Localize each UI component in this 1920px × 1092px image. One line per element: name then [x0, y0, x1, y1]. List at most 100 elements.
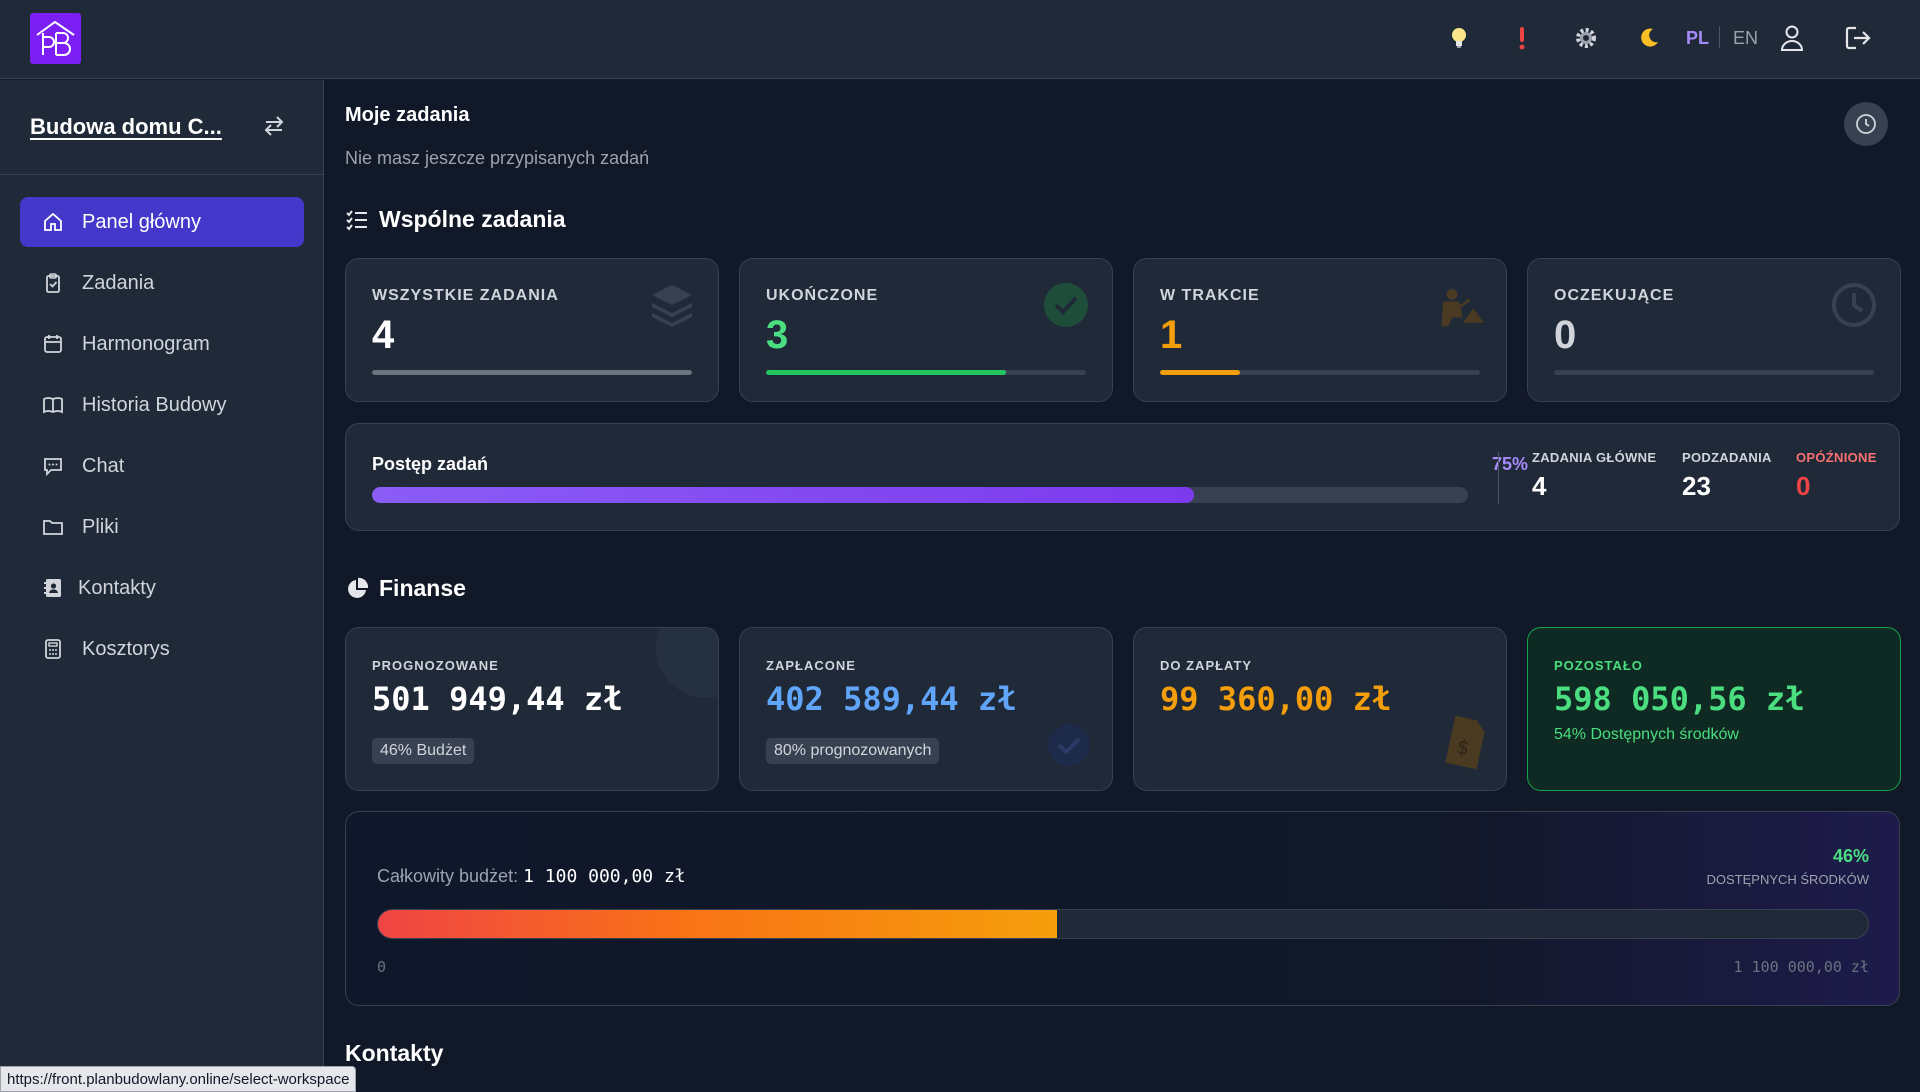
history-button[interactable]: [1844, 102, 1888, 146]
budget-label-text: Całkowity budżet:: [377, 866, 519, 886]
budget-available-label: DOSTĘPNYCH ŚRODKÓW: [1706, 872, 1869, 887]
alert-icon[interactable]: [1506, 22, 1538, 54]
task-progress-label: Postęp zadań: [372, 454, 489, 474]
sidebar-item-label: Historia Budowy: [82, 393, 227, 416]
sidebar-item-kontakty[interactable]: Kontakty: [20, 563, 304, 613]
contacts-title: Kontakty: [345, 1040, 444, 1066]
clock-icon: [1856, 114, 1876, 134]
main-tasks-stat: ZADANIA GŁÓWNE 4: [1532, 450, 1656, 502]
shared-tasks-heading: Wspólne zadania: [345, 206, 566, 233]
workspace-title[interactable]: Budowa domu C...: [30, 114, 222, 139]
sidebar-item-panel-glowny[interactable]: Panel główny: [20, 197, 304, 247]
check-badge-icon: [1046, 722, 1092, 768]
clipboard-check-icon: [42, 272, 64, 294]
stat-label: WSZYSTKIE ZADANIA: [372, 287, 559, 304]
contacts-heading: Kontakty: [345, 1040, 443, 1067]
finance-card-paid[interactable]: ZAPŁACONE 402 589,44 zł 80% prognozowany…: [739, 627, 1113, 791]
task-progress-percent: 75%: [1491, 454, 1528, 474]
delayed-value: 0: [1796, 471, 1811, 501]
lang-en-button[interactable]: EN: [1733, 28, 1759, 48]
contact-book-icon: [42, 577, 64, 599]
switch-workspace-icon[interactable]: [260, 112, 288, 140]
finance-badge: 46% Budżet: [372, 738, 475, 764]
stat-card-pending[interactable]: OCZEKUJĄCE 0: [1527, 258, 1901, 402]
sidebar-item-historia-budowy[interactable]: Historia Budowy: [20, 380, 304, 430]
invoice-dollar-icon: $: [1442, 716, 1486, 770]
finance-label: ZAPŁACONE: [766, 658, 856, 673]
stat-progress-bar: [766, 370, 1086, 375]
sidebar-item-label: Kontakty: [78, 576, 156, 599]
task-progress-card: Postęp zadań 75% ZADANIA GŁÓWNE 4 PODZAD…: [345, 423, 1900, 531]
lang-separator: [1719, 26, 1720, 48]
finance-label: DO ZAPŁATY: [1160, 658, 1253, 673]
finance-heading: Finanse: [345, 575, 466, 602]
lightbulb-icon[interactable]: [1443, 22, 1475, 54]
budget-progress-fill: [378, 910, 1058, 938]
finance-value: 501 949,44 zł: [372, 680, 623, 718]
subtasks-value: 23: [1682, 471, 1711, 501]
delayed-label: OPÓŹNIONE: [1796, 450, 1877, 465]
clock-icon: [1830, 281, 1878, 329]
stat-value: 1: [1160, 313, 1183, 357]
main-tasks-label: ZADANIA GŁÓWNE: [1532, 450, 1657, 465]
finance-title: Finanse: [379, 575, 466, 601]
finance-label: PROGNOZOWANE: [372, 658, 499, 673]
sidebar-item-label: Zadania: [82, 271, 155, 294]
sidebar-item-chat[interactable]: Chat: [20, 441, 304, 491]
subtasks-stat: PODZADANIA 23: [1682, 450, 1772, 502]
gear-icon[interactable]: [1570, 22, 1602, 54]
stat-card-all[interactable]: WSZYSTKIE ZADANIA 4: [345, 258, 719, 402]
logout-icon[interactable]: [1842, 22, 1874, 54]
sidebar-item-pliki[interactable]: Pliki: [20, 502, 304, 552]
stat-card-in-progress[interactable]: W TRAKCIE 1: [1133, 258, 1507, 402]
pie-chart-icon: [345, 577, 369, 601]
budget-max-label: 1 100 000,00 zł: [1733, 958, 1869, 976]
finance-card-to-pay[interactable]: DO ZAPŁATY 99 360,00 zł $: [1133, 627, 1507, 791]
finance-card-remaining[interactable]: POZOSTAŁO 598 050,56 zł 54% Dostępnych ś…: [1527, 627, 1901, 791]
stat-progress-fill: [766, 370, 1006, 375]
sidebar-item-kosztorys[interactable]: Kosztorys: [20, 624, 304, 674]
main-tasks-value: 4: [1532, 471, 1547, 501]
check-circle-icon: [1042, 281, 1090, 329]
task-progress-fill: [372, 487, 1194, 503]
divider: [1498, 452, 1499, 504]
budget-progress-bar: [377, 909, 1869, 939]
total-budget-card: Całkowity budżet: 1 100 000,00 zł 46% DO…: [345, 811, 1900, 1006]
sidebar-item-zadania[interactable]: Zadania: [20, 258, 304, 308]
layers-icon: [648, 281, 696, 329]
pb-house-logo-icon: [36, 20, 75, 56]
stat-label: UKOŃCZONE: [766, 287, 879, 304]
finance-note: 54% Dostępnych środków: [1554, 726, 1739, 743]
app-logo[interactable]: [30, 13, 81, 64]
delayed-stat: OPÓŹNIONE 0: [1796, 450, 1877, 502]
stat-progress-fill: [1160, 370, 1240, 375]
finance-card-forecast[interactable]: PROGNOZOWANE 501 949,44 zł 46% Budżet: [345, 627, 719, 791]
sidebar-item-label: Panel główny: [82, 210, 201, 233]
stat-value: 0: [1554, 313, 1577, 357]
stat-label: W TRAKCIE: [1160, 287, 1260, 304]
top-bar: PL EN: [0, 0, 1920, 79]
stat-progress-bar: [1554, 370, 1874, 375]
stat-card-completed[interactable]: UKOŃCZONE 3: [739, 258, 1113, 402]
worker-icon: [1436, 281, 1484, 329]
sidebar: Budowa domu C... Panel główny Zadania Ha…: [0, 80, 324, 1092]
status-bar-url: https://front.planbudowlany.online/selec…: [0, 1066, 357, 1092]
moon-icon[interactable]: [1633, 22, 1665, 54]
budget-min-label: 0: [377, 958, 387, 976]
stat-progress-bar: [1160, 370, 1480, 375]
lang-pl-button[interactable]: PL: [1686, 28, 1710, 48]
stat-progress-fill: [372, 370, 692, 375]
budget-available-percent: 46%: [1832, 846, 1869, 866]
finance-label: POZOSTAŁO: [1554, 658, 1643, 673]
sidebar-nav: Panel główny Zadania Harmonogram Histori…: [20, 197, 304, 685]
sidebar-item-label: Kosztorys: [82, 637, 170, 660]
sidebar-item-label: Harmonogram: [82, 332, 210, 355]
folder-icon: [42, 516, 64, 538]
budget-total: 1 100 000,00 zł: [523, 866, 686, 887]
shared-tasks-title: Wspólne zadania: [379, 206, 566, 232]
task-progress-bar: [372, 487, 1468, 503]
sidebar-item-harmonogram[interactable]: Harmonogram: [20, 319, 304, 369]
chat-icon: [42, 455, 64, 477]
user-icon[interactable]: [1776, 22, 1808, 54]
subtasks-label: PODZADANIA: [1682, 450, 1772, 465]
